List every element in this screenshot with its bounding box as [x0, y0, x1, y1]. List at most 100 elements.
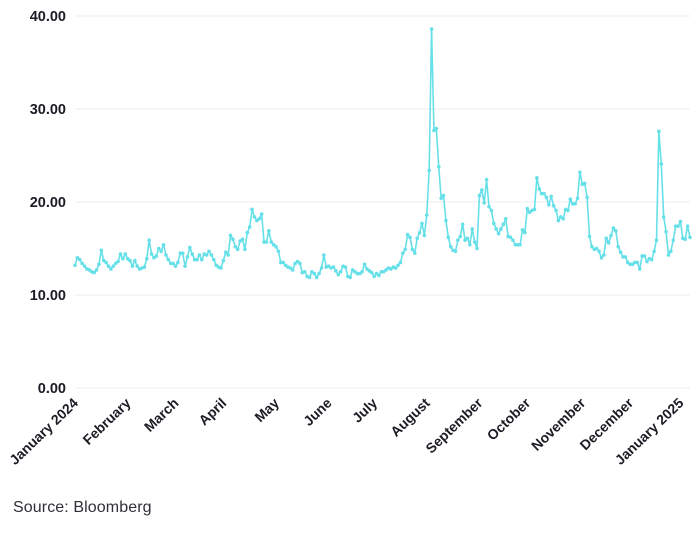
data-point-marker — [154, 254, 159, 258]
data-point-marker — [448, 244, 453, 249]
data-point-marker — [503, 216, 508, 221]
data-point-marker — [635, 260, 640, 265]
data-point-marker — [427, 168, 431, 173]
data-point-marker — [322, 253, 326, 257]
data-point-marker — [362, 262, 367, 267]
data-point-marker — [133, 258, 137, 263]
data-point-marker — [204, 253, 209, 257]
data-point-marker — [551, 203, 556, 208]
data-point-marker — [302, 269, 307, 274]
data-point-marker — [135, 264, 140, 268]
data-point-marker — [499, 227, 503, 231]
data-point-marker — [247, 225, 252, 229]
data-point-marker — [417, 230, 422, 235]
data-point-marker — [269, 240, 274, 244]
data-point-marker — [109, 267, 113, 271]
data-point-marker — [410, 247, 415, 252]
source-attribution: Source: Bloomberg — [13, 499, 152, 516]
y-axis-tick-label: 40.00 — [30, 9, 66, 25]
data-point-marker — [489, 208, 494, 213]
data-point-marker — [585, 195, 589, 200]
data-point-marker — [688, 235, 692, 240]
data-point-marker — [259, 212, 264, 216]
data-point-marker — [465, 236, 470, 241]
data-point-marker — [685, 224, 690, 228]
data-point-marker — [535, 176, 539, 180]
data-point-marker — [496, 231, 501, 236]
data-point-marker — [257, 216, 262, 221]
data-point-marker — [307, 275, 312, 280]
data-point-marker — [235, 247, 240, 252]
data-point-marker — [130, 264, 135, 268]
data-point-marker — [228, 233, 233, 238]
data-point-marker — [477, 193, 482, 198]
data-point-marker — [587, 234, 592, 239]
data-point-marker — [491, 221, 496, 226]
x-axis-tick-label: February — [80, 395, 134, 448]
data-point-marker — [413, 251, 417, 255]
data-point-marker — [128, 258, 132, 263]
data-point-marker — [116, 259, 120, 264]
data-point-marker — [415, 236, 420, 241]
data-point-marker — [401, 251, 405, 255]
data-point-marker — [422, 233, 427, 238]
data-point-marker — [73, 263, 77, 268]
data-point-marker — [637, 267, 642, 271]
data-point-marker — [458, 234, 463, 239]
data-point-marker — [554, 208, 558, 213]
data-point-marker — [549, 194, 554, 199]
data-point-marker — [661, 215, 666, 219]
data-point-marker — [393, 266, 398, 270]
data-point-marker — [645, 259, 649, 264]
x-axis-tick-label: September — [422, 394, 486, 456]
data-point-marker — [468, 242, 472, 247]
data-point-marker — [221, 258, 226, 263]
data-point-marker — [209, 253, 214, 257]
data-point-marker — [369, 270, 374, 275]
data-point-marker — [281, 260, 285, 265]
data-point-marker — [312, 271, 317, 276]
y-axis-tick-label: 10.00 — [30, 288, 66, 304]
data-point-marker — [484, 177, 489, 182]
data-point-marker — [147, 238, 151, 242]
data-point-marker — [274, 244, 278, 249]
x-axis-tick-label: March — [141, 395, 182, 435]
data-point-marker — [188, 245, 192, 250]
data-point-marker — [654, 238, 659, 242]
data-point-marker — [597, 249, 601, 254]
data-point-marker — [190, 252, 195, 256]
data-point-marker — [233, 244, 238, 249]
data-point-marker — [405, 232, 410, 237]
line-chart: 0.00 10.00 20.00 30.00 40.00 January 2024Febr… — [6, 9, 692, 468]
data-point-marker — [566, 208, 570, 213]
data-point-marker — [439, 196, 443, 201]
data-point-marker — [568, 197, 573, 202]
y-axis-tick-label: 20.00 — [30, 195, 66, 211]
data-point-marker — [508, 235, 513, 240]
data-point-marker — [267, 229, 271, 233]
data-point-marker — [582, 181, 587, 186]
data-point-marker — [403, 247, 408, 252]
data-point-marker — [520, 228, 525, 232]
data-point-marker — [231, 237, 235, 241]
data-point-marker — [623, 255, 628, 259]
data-point-marker — [544, 195, 549, 200]
data-point-marker — [250, 207, 254, 212]
data-point-marker — [94, 268, 99, 272]
data-point-marker — [475, 246, 479, 251]
data-point-marker — [331, 265, 336, 269]
data-point-marker — [226, 253, 230, 257]
data-point-marker — [441, 193, 446, 198]
data-point-marker — [494, 227, 498, 231]
data-point-marker — [676, 224, 680, 228]
data-point-marker — [659, 162, 664, 166]
data-point-marker — [642, 254, 647, 258]
data-point-marker — [183, 264, 187, 268]
data-point-marker — [575, 196, 580, 201]
data-point-marker — [290, 268, 295, 272]
data-point-marker — [453, 249, 458, 254]
data-point-marker — [616, 244, 621, 249]
data-point-marker — [609, 233, 613, 238]
data-point-marker — [334, 269, 338, 273]
data-point-marker — [223, 250, 228, 255]
